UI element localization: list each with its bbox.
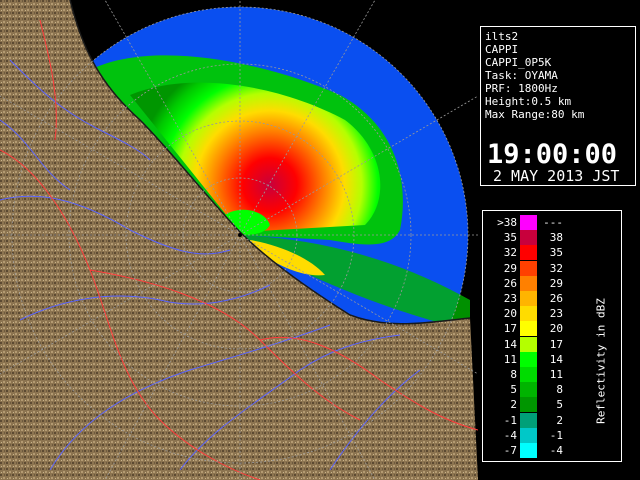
azimuth-spokes bbox=[0, 0, 478, 480]
product-type: CAPPI bbox=[485, 43, 519, 56]
legend-high-label: 17 bbox=[549, 337, 563, 351]
legend-high-label: 35 bbox=[549, 246, 563, 260]
legend-swatch bbox=[520, 382, 537, 398]
legend-high-label: 23 bbox=[549, 307, 563, 321]
legend-low-label: -1 bbox=[503, 413, 517, 427]
legend-high-label: 20 bbox=[549, 322, 563, 336]
legend-low-label: 5 bbox=[510, 383, 517, 397]
radar-map[interactable] bbox=[0, 0, 478, 480]
legend-low-label: 20 bbox=[503, 307, 517, 321]
prefecture-boundaries bbox=[0, 19, 478, 480]
legend-low-label: >38 bbox=[497, 216, 517, 229]
legend-swatch bbox=[520, 427, 537, 443]
legend-low-label: -4 bbox=[503, 428, 517, 442]
radar-site-marker bbox=[238, 233, 242, 237]
product-code: ilts2 bbox=[485, 30, 519, 43]
legend-low-label: 8 bbox=[510, 368, 517, 381]
legend-high-label: -4 bbox=[549, 444, 563, 457]
land-terrain bbox=[0, 0, 478, 480]
legend-swatch bbox=[520, 260, 537, 276]
prf-value: PRF: 1800Hz bbox=[485, 82, 558, 95]
rivers bbox=[0, 59, 421, 471]
legend-swatch bbox=[520, 397, 537, 413]
legend-swatch bbox=[520, 351, 537, 367]
legend-low-label: 2 bbox=[510, 398, 517, 412]
legend-low-label: 29 bbox=[503, 261, 517, 275]
legend-low-label: 32 bbox=[503, 246, 517, 260]
legend-high-label: 29 bbox=[549, 276, 563, 290]
precipitation-echo bbox=[90, 55, 470, 330]
legend-swatch bbox=[520, 367, 537, 382]
legend-low-label: 26 bbox=[503, 276, 517, 290]
legend-high-label: -1 bbox=[549, 428, 563, 442]
legend-high-label: 32 bbox=[549, 261, 563, 275]
height-value: Height:0.5 km bbox=[485, 95, 572, 108]
legend-swatch bbox=[520, 336, 537, 352]
task-name: Task: OYAMA bbox=[485, 69, 558, 82]
color-legend: >38 --- 35 38 32 35 29 32 26 29 23 26 20 23 17 20 14 17 11… bbox=[482, 210, 622, 462]
legend-low-label: 11 bbox=[503, 352, 517, 366]
legend-unit-label: Reflectivity in dBZ bbox=[594, 298, 608, 424]
legend-swatch bbox=[520, 291, 537, 306]
legend-high-label: 5 bbox=[556, 398, 563, 412]
legend-high-label: 2 bbox=[556, 413, 563, 427]
legend-low-label: 35 bbox=[503, 231, 517, 245]
legend-low-label: 23 bbox=[503, 292, 517, 305]
legend-high-label: 38 bbox=[549, 231, 563, 245]
legend-swatch bbox=[520, 412, 537, 428]
info-panel: ilts2 CAPPI CAPPI_0P5K Task: OYAMA PRF: … bbox=[480, 26, 636, 186]
legend-swatch bbox=[520, 275, 537, 291]
legend-high-label: 26 bbox=[549, 292, 563, 305]
legend-swatch bbox=[520, 230, 537, 246]
legend-swatch bbox=[520, 321, 537, 337]
legend-swatch bbox=[520, 443, 537, 458]
legend-high-label: 14 bbox=[549, 352, 563, 366]
legend-low-label: 17 bbox=[503, 322, 517, 336]
coastline bbox=[69, 0, 471, 325]
observation-time: 19:00:00 bbox=[487, 139, 618, 170]
legend-low-label: -7 bbox=[503, 444, 517, 457]
legend-swatch bbox=[520, 245, 537, 261]
max-range-value: Max Range:80 km bbox=[485, 108, 585, 121]
legend-swatch bbox=[520, 215, 537, 230]
product-name: CAPPI_0P5K bbox=[485, 56, 552, 69]
legend-high-label: 11 bbox=[549, 368, 563, 381]
legend-low-label: 14 bbox=[503, 337, 517, 351]
legend-high-label: 8 bbox=[556, 383, 563, 397]
legend-swatch bbox=[520, 306, 537, 322]
observation-date: 2 MAY 2013 JST bbox=[493, 167, 620, 185]
legend-high-label: --- bbox=[543, 216, 563, 229]
